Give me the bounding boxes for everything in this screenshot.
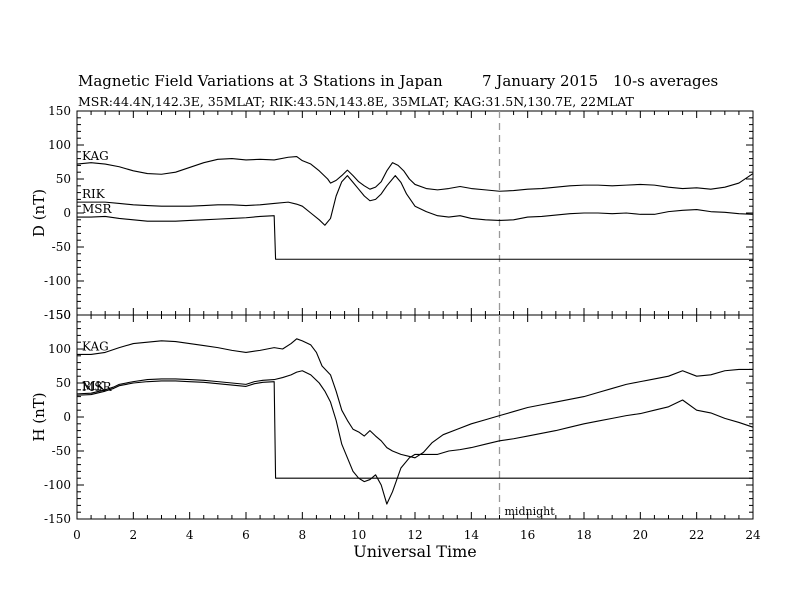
y-tick-label: 100: [48, 138, 71, 152]
series-line-kag-bottom: [77, 338, 753, 459]
series-line-rik-top: [77, 175, 754, 226]
series-label-rik: RIK: [82, 379, 106, 393]
y-tick-label: 0: [63, 206, 71, 220]
series-label-rik: RIK: [82, 187, 106, 201]
y-tick-label: -50: [52, 240, 71, 254]
series-line-msr-top: [77, 215, 753, 260]
y-axis-label: H (nT): [30, 392, 48, 441]
x-tick-label: 10: [351, 528, 366, 542]
x-tick-label: 22: [689, 528, 704, 542]
series-label-kag: KAG: [82, 149, 109, 163]
series-line-msr-bottom: [76, 380, 753, 479]
y-axis-label: D (nT): [30, 189, 48, 237]
series-label-msr: MSR: [82, 380, 113, 394]
x-tick-label: 8: [299, 528, 307, 542]
panel-frame-top: [76, 110, 754, 316]
chart-date: 7 January 2015: [482, 72, 599, 90]
y-tick-label: 100: [48, 342, 71, 356]
midnight-label: midnight: [505, 505, 556, 518]
series-label-kag: KAG: [82, 339, 109, 353]
x-tick-label: 14: [464, 528, 480, 542]
x-tick-label: 18: [576, 528, 591, 542]
panel-frame-bottom: [76, 314, 754, 520]
x-tick-label: 12: [407, 528, 422, 542]
y-tick-label: 50: [56, 172, 71, 186]
y-tick-label: -50: [52, 444, 71, 458]
y-tick-label: -150: [44, 512, 71, 526]
chart-averaging: 10-s averages: [613, 72, 719, 90]
x-tick-label: 2: [130, 528, 138, 542]
series-label-msr: MSR: [82, 202, 113, 216]
stations-subtitle: MSR:44.4N,142.3E, 35MLAT; RIK:43.5N,143.…: [78, 94, 634, 109]
series-line-rik-bottom: [76, 370, 754, 505]
x-tick-label: 16: [520, 528, 535, 542]
x-tick-label: 6: [242, 528, 250, 542]
y-tick-label: 150: [48, 104, 71, 118]
x-tick-label: 20: [633, 528, 648, 542]
y-tick-label: 0: [63, 410, 71, 424]
y-tick-label: -100: [44, 478, 71, 492]
x-tick-label: 4: [186, 528, 194, 542]
x-tick-label: 0: [73, 528, 81, 542]
x-tick-label: 24: [745, 528, 761, 542]
y-tick-label: -150: [44, 308, 71, 322]
chart-title: Magnetic Field Variations at 3 Stations …: [78, 72, 443, 90]
y-tick-label: 150: [48, 308, 71, 322]
series-line-kag-top: [76, 156, 754, 192]
y-tick-label: -100: [44, 274, 71, 288]
x-axis-label: Universal Time: [353, 542, 476, 561]
y-tick-label: 50: [56, 376, 71, 390]
